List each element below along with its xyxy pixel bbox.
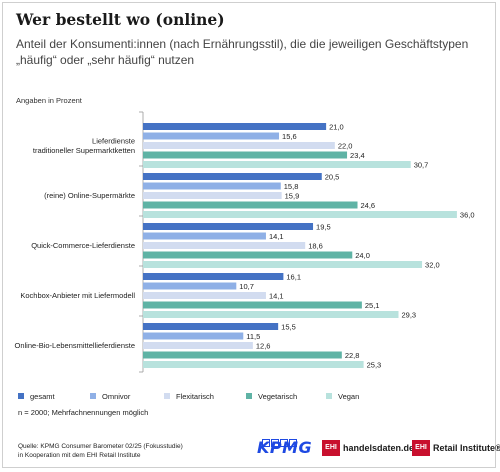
data-label-2-gesamt: 19,5 [316,223,331,232]
category-label-2: Quick-Commerce-Lieferdienste [31,241,135,250]
data-label-0-flexitarisch: 22,0 [338,142,353,151]
bar-0-vegetarisch [143,151,348,159]
chart-title: Wer bestellt wo (online) [16,10,225,29]
source-line-2: in Kooperation mit dem EHI Retail Instit… [18,452,141,459]
data-label-3-flexitarisch: 14,1 [269,292,284,301]
data-label-1-vegan: 36,0 [460,211,475,220]
bar-4-vegan [143,361,364,368]
data-label-1-omnivor: 15,8 [284,182,299,191]
bar-1-omnivor [143,182,281,190]
data-label-3-vegetarisch: 25,1 [365,301,380,310]
category-label-1: (reine) Online-Supermärkte [44,191,135,200]
bar-0-omnivor [143,132,280,140]
category-label-3: Kochbox-Anbieter mit Liefermodell [20,291,135,300]
ehi-badge-handelsdaten: EHI [322,440,340,456]
data-label-3-vegan: 29,3 [401,311,416,320]
bar-3-vegetarisch [143,301,362,309]
bar-3-omnivor [143,282,237,290]
bar-4-gesamt [143,323,279,330]
legend-swatch-flexitarisch [164,393,170,399]
bar-4-flexitarisch [143,342,253,349]
retail-institute-logo: Retail Institute® [433,443,500,453]
data-label-1-vegetarisch: 24,6 [361,201,376,210]
source-line-1: Quelle: KPMG Consumer Barometer 02/25 (F… [18,443,183,450]
data-label-0-vegan: 30,7 [414,161,429,170]
bar-2-omnivor [143,232,266,240]
source-note: Quelle: KPMG Consumer Barometer 02/25 (F… [18,442,183,460]
bar-1-flexitarisch [143,192,282,199]
bar-0-flexitarisch [143,142,335,149]
data-label-2-omnivor: 14,1 [269,232,284,241]
legend-swatch-omnivor [90,393,96,399]
bar-2-flexitarisch [143,242,306,249]
legend-swatch-vegetarisch [246,393,252,399]
legend-label-vegan: Vegan [338,392,360,401]
data-label-2-vegetarisch: 24,0 [355,251,370,260]
data-label-2-vegan: 32,0 [425,261,440,270]
legend-swatch-gesamt [18,393,24,399]
bar-3-gesamt [143,273,284,280]
bar-3-vegan [143,311,399,318]
category-label-0: Lieferdienste traditioneller Supermarktke… [33,136,135,155]
legend-label-omnivor: Omnivor [102,392,131,401]
bar-1-vegetarisch [143,201,358,209]
data-label-2-flexitarisch: 18,6 [308,242,323,251]
category-label-4: Online-Bio-Lebensmittellieferdienste [15,341,135,350]
bar-2-gesamt [143,223,314,230]
data-label-4-flexitarisch: 12,6 [256,342,271,351]
bar-4-omnivor [143,332,244,340]
ehi-badge-retail-institute: EHI [412,440,430,456]
legend-label-flexitarisch: Flexitarisch [176,392,214,401]
data-label-0-vegetarisch: 23,4 [350,151,365,160]
data-label-1-flexitarisch: 15,9 [285,192,300,201]
data-label-4-vegan: 25,3 [367,361,382,370]
legend-label-gesamt: gesamt [30,392,55,401]
legend-label-vegetarisch: Vegetarisch [258,392,298,401]
data-label-1-gesamt: 20,5 [325,173,340,182]
bar-0-vegan [143,161,411,168]
data-label-3-omnivor: 10,7 [239,282,254,291]
bar-0-gesamt [143,123,327,130]
kpmg-logo: KPMG [257,438,313,457]
legend-swatch-vegan [326,393,332,399]
chart-subtitle: Anteil der Konsumenti:innen (nach Ernähr… [16,37,469,67]
data-label-4-gesamt: 15,5 [281,323,296,332]
bar-1-vegan [143,211,457,218]
bar-3-flexitarisch [143,292,266,299]
kpmg-logo-boxes [262,434,298,452]
bar-2-vegan [143,261,423,268]
unit-note: Angaben in Prozent [16,96,82,105]
data-label-4-omnivor: 11,5 [246,332,260,341]
bar-4-vegetarisch [143,351,342,359]
data-label-0-gesamt: 21,0 [329,123,344,132]
sample-note: n = 2000; Mehrfachnennungen möglich [18,408,149,417]
handelsdaten-logo: handelsdaten.de [343,443,415,453]
data-label-0-omnivor: 15,6 [282,132,297,141]
data-label-3-gesamt: 16,1 [286,273,301,282]
bar-2-vegetarisch [143,251,353,259]
data-label-4-vegetarisch: 22,8 [345,351,360,360]
bar-1-gesamt [143,173,322,180]
